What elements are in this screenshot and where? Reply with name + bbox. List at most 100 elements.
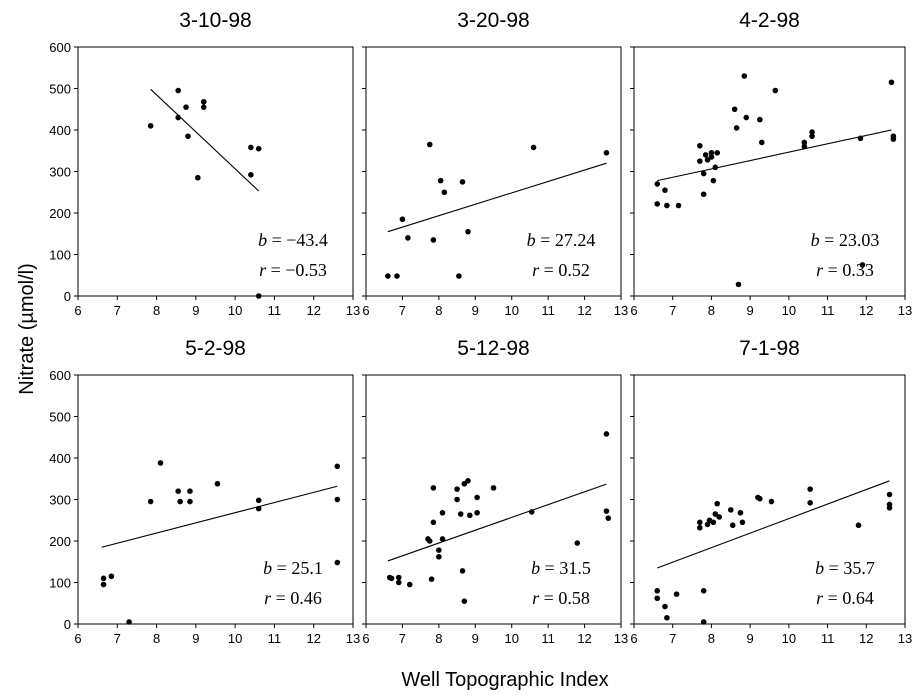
x-tick-label: 11: [268, 303, 282, 318]
data-point: [662, 603, 668, 610]
x-tick-label: 13: [898, 303, 912, 318]
b-annotation: b = 27.24: [527, 230, 596, 250]
y-axis-label: Nitrate (µmol/l): [16, 263, 38, 395]
x-tick-label: 8: [708, 303, 715, 318]
data-point: [187, 498, 193, 505]
x-tick-label: 8: [435, 303, 442, 318]
data-point: [664, 202, 670, 209]
fit-line: [657, 480, 890, 569]
x-tick-label: 10: [782, 303, 796, 318]
y-tick-label: 300: [49, 493, 71, 508]
data-point: [857, 135, 864, 142]
data-point: [461, 598, 468, 604]
data-point: [731, 106, 738, 113]
plot-frame: [365, 46, 622, 297]
data-point: [714, 150, 721, 156]
data-point: [185, 133, 191, 140]
fit-line: [657, 129, 892, 182]
b-annotation: b = −43.4: [258, 230, 328, 250]
data-point: [454, 496, 460, 503]
data-point: [574, 540, 581, 546]
x-tick-label: 11: [821, 303, 835, 318]
data-point: [735, 281, 742, 288]
fit-line: [387, 162, 607, 233]
x-tick-label: 8: [708, 631, 715, 646]
plot-frame: [77, 374, 354, 625]
data-point: [772, 87, 779, 94]
data-point: [255, 505, 262, 512]
data-point: [697, 142, 703, 149]
y-tick-label: 300: [49, 165, 71, 180]
x-tick-label: 9: [192, 631, 199, 646]
panel-title: 5-12-98: [457, 337, 529, 360]
x-tick-label: 12: [306, 303, 320, 318]
data-point: [439, 509, 446, 516]
data-point: [147, 123, 154, 129]
panel-title: 3-20-98: [457, 9, 529, 32]
data-point: [605, 515, 612, 521]
b-annotation: b = 25.1: [263, 558, 323, 578]
data-point: [809, 133, 815, 140]
x-tick-label: 12: [306, 631, 320, 646]
panel-title: 4-2-98: [739, 9, 800, 32]
data-point: [712, 164, 719, 171]
data-point: [654, 181, 661, 187]
data-point: [465, 478, 471, 484]
panel-3-10-98: 3-10-98 6 7 8 9 10 11 12 13 0 100 200 300 400 500 600 b …: [49, 9, 360, 318]
data-point: [100, 581, 107, 588]
x-tick-label: 9: [747, 303, 754, 318]
r-annotation: r = 0.52: [532, 260, 590, 280]
data-point: [183, 104, 189, 110]
y-tick-label: 600: [49, 40, 71, 55]
data-point: [859, 262, 866, 268]
y-tick-label: 100: [49, 248, 71, 263]
data-point: [700, 191, 707, 198]
data-point: [710, 177, 717, 184]
data-point: [175, 114, 181, 121]
x-tick-label: 6: [362, 631, 369, 646]
data-point: [465, 228, 471, 235]
data-point: [712, 511, 719, 517]
data-point: [801, 143, 808, 150]
x-tick-label: 11: [821, 631, 835, 646]
b-annotation: b = 35.7: [815, 558, 875, 578]
data-point: [430, 485, 437, 491]
data-point: [664, 614, 670, 621]
x-tick-label: 7: [399, 631, 406, 646]
data-point: [675, 202, 682, 209]
y-tick-label: 200: [49, 534, 71, 549]
data-point: [394, 273, 400, 279]
data-point: [888, 79, 895, 86]
data-point: [214, 480, 221, 487]
plot-frame: [633, 46, 906, 297]
data-point: [157, 460, 164, 466]
data-point: [175, 488, 181, 495]
data-point: [714, 500, 721, 507]
x-tick-label: 10: [228, 303, 242, 318]
data-point: [436, 553, 442, 560]
x-tick-label: 6: [630, 303, 637, 318]
panels: 3-10-986 7 8 9 10 11 12 130100200300400500600b …: [49, 9, 912, 646]
data-point: [187, 488, 193, 495]
data-point: [405, 235, 411, 241]
r-annotation: r = 0.64: [816, 588, 874, 608]
x-tick-label: 13: [614, 303, 628, 318]
data-point: [200, 104, 207, 110]
data-point: [757, 495, 763, 502]
data-point: [334, 559, 341, 566]
data-point: [430, 519, 437, 526]
data-point: [399, 216, 406, 223]
data-point: [530, 144, 537, 151]
y-tick-label: 200: [49, 206, 71, 221]
data-point: [395, 574, 402, 581]
x-tick-label: 8: [435, 631, 442, 646]
data-point: [704, 521, 711, 528]
r-annotation: r = 0.33: [816, 260, 874, 280]
data-point: [474, 509, 480, 516]
data-point: [441, 189, 448, 196]
b-annotation: b = 31.5: [531, 558, 591, 578]
data-point: [708, 150, 715, 156]
x-tick-label: 11: [541, 303, 555, 318]
data-point: [727, 507, 734, 513]
data-point: [334, 496, 341, 503]
